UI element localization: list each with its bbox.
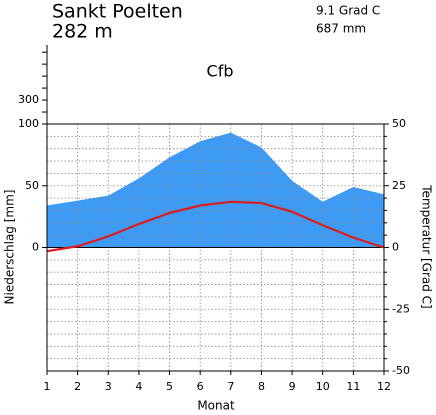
x-tick-label: 12: [377, 380, 391, 393]
x-tick-label: 5: [166, 380, 173, 393]
x-tick-label: 7: [227, 380, 234, 393]
annotation: Cfb: [207, 62, 234, 81]
annotation: 9.1 Grad C: [316, 4, 380, 18]
precipitation-area: [47, 132, 384, 248]
y2-tick-label: 0: [392, 241, 399, 254]
y2-tick-label: -25: [392, 302, 410, 315]
chart-title: Sankt Poelten: [52, 1, 183, 23]
y2-tick-label: -50: [392, 364, 410, 377]
y2-axis-label: Temperatur [Grad C]: [420, 184, 434, 308]
x-tick-label: 6: [197, 380, 204, 393]
temperature-line: [46, 200, 385, 253]
x-tick-label: 3: [105, 380, 112, 393]
y-tick-label: 100: [18, 117, 39, 130]
y-axis-label: Niederschlag [mm]: [3, 190, 17, 305]
annotation: 687 mm: [316, 22, 366, 36]
y-tick-label: 50: [25, 179, 39, 192]
y2-tick-label: 25: [392, 179, 406, 192]
x-tick-label: 9: [289, 380, 296, 393]
x-tick-label: 8: [258, 380, 265, 393]
x-tick-label: 1: [44, 380, 51, 393]
x-tick-label: 4: [135, 380, 142, 393]
y-tick-label: 0: [32, 241, 39, 254]
chart-subtitle: 282 m: [52, 21, 113, 43]
x-axis-label: Monat: [197, 399, 235, 413]
x-tick-label: 10: [316, 380, 330, 393]
x-tick-label: 11: [346, 380, 360, 393]
x-tick-label: 2: [74, 380, 81, 393]
y2-tick-label: 50: [392, 117, 406, 130]
y-tick-label: 300: [18, 93, 39, 106]
